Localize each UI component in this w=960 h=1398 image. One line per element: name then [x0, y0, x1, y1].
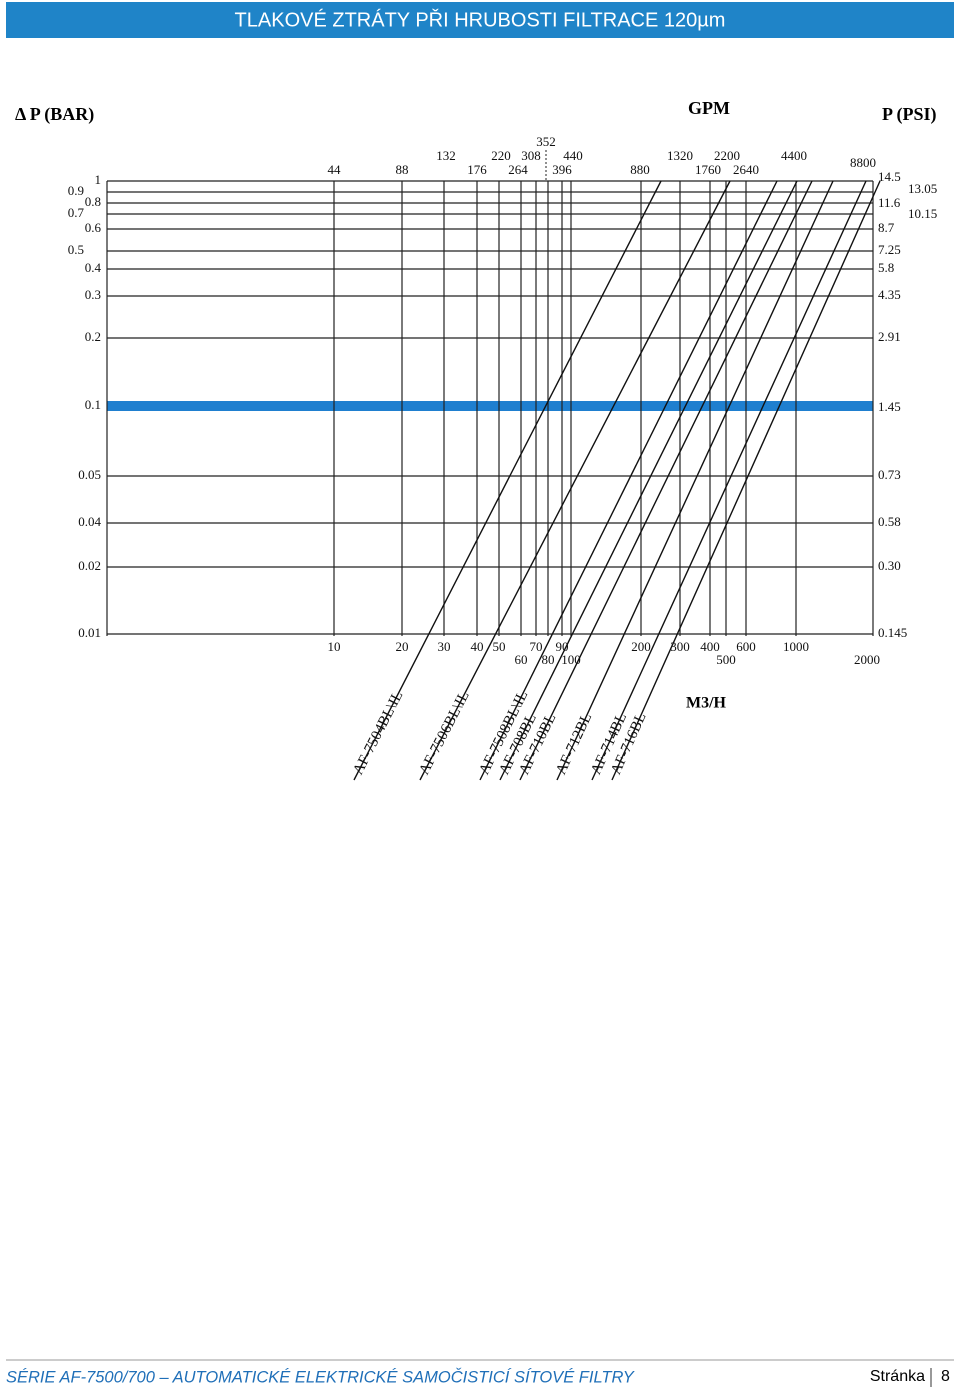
gpm-tick: 880: [630, 162, 650, 177]
m3h-tick: 300: [670, 639, 690, 654]
filter-label: AF-7506BL\IL: [416, 689, 472, 778]
bar-tick: 0.1: [85, 397, 101, 412]
bar-tick: 0.8: [85, 194, 101, 209]
gpm-tick: 4400: [781, 148, 807, 163]
psi-tick: 8.7: [878, 220, 895, 235]
m3h-tick: 20: [396, 639, 409, 654]
gpm-tick: 440: [563, 148, 583, 163]
bar-tick: 0.9: [68, 183, 84, 198]
gpm-tick: 88: [396, 162, 409, 177]
m3h-tick: 10: [328, 639, 341, 654]
m3h-tick: 200: [631, 639, 651, 654]
gpm-tick: 264: [508, 162, 528, 177]
bar-tick: 0.2: [85, 329, 101, 344]
filter-line: [519, 180, 813, 781]
bar-tick: 1: [95, 172, 102, 187]
gpm-tick: 1320: [667, 148, 693, 163]
psi-tick: 0.58: [878, 514, 901, 529]
gpm-tick: 44: [328, 162, 342, 177]
bar-tick: 0.3: [85, 287, 101, 302]
m3h-tick: 600: [736, 639, 756, 654]
bar-tick: 0.05: [78, 467, 101, 482]
filter-line: [591, 180, 867, 781]
psi-tick: 4.35: [878, 287, 901, 302]
m3h-tick: 70: [530, 639, 543, 654]
filter-line: [353, 180, 662, 781]
gpm-tick: 176: [467, 162, 487, 177]
gpm-tick: 396: [552, 162, 572, 177]
m3h-tick: 50: [493, 639, 506, 654]
psi-tick: 0.73: [878, 467, 901, 482]
m3h-tick: 60: [515, 652, 528, 667]
gpm-tick: 308: [521, 148, 541, 163]
filter-line: [556, 180, 834, 781]
header-title: TLAKOVÉ ZTRÁTY PŘI HRUBOSTI FILTRACE 120…: [235, 8, 726, 31]
page-number: 8: [941, 1368, 950, 1385]
psi-tick: 0.30: [878, 558, 901, 573]
bar-tick: 0.5: [68, 242, 84, 257]
gpm-tick: 2640: [733, 162, 759, 177]
psi-tick: 1.45: [878, 399, 901, 414]
psi-tick: 2.91: [878, 329, 901, 344]
filter-line: [611, 180, 881, 781]
psi-tick: 5.8: [878, 260, 894, 275]
psi-tick: 13.05: [908, 181, 937, 196]
m3h-tick: 80: [542, 652, 555, 667]
psi-axis-label: P (PSI): [882, 104, 937, 125]
filter-line: [419, 180, 731, 781]
filter-label: AF-7504BL\IL: [350, 689, 406, 778]
psi-tick: 10.15: [908, 206, 937, 221]
gpm-tick: 352: [536, 134, 556, 149]
filter-line: [479, 180, 778, 781]
m3h-tick: 40: [471, 639, 484, 654]
header-bar: [6, 2, 954, 38]
gpm-tick: 132: [436, 148, 456, 163]
gpm-label: GPM: [688, 98, 730, 118]
m3h-tick: 30: [438, 639, 451, 654]
bar-tick: 0.02: [78, 558, 101, 573]
chart: 1 0.90.80.70.60.50.4 0.3 0.2 0.1 0.05 0.04 0.02…: [68, 134, 937, 781]
m3h-tick: 2000: [854, 652, 880, 667]
page-label: Stránka: [870, 1368, 925, 1385]
psi-tick: 14.5: [878, 169, 901, 184]
gpm-tick: 8800: [850, 155, 876, 170]
filter-line: [499, 180, 798, 781]
m3h-tick: 400: [700, 639, 720, 654]
bar-tick: 0.04: [78, 514, 101, 529]
gpm-tick: 220: [491, 148, 511, 163]
m3h-tick: 500: [716, 652, 736, 667]
bar-tick: 0.7: [68, 205, 85, 220]
gpm-tick: 2200: [714, 148, 740, 163]
m3h-label: M3/H: [686, 695, 727, 712]
bar-tick: 0.6: [85, 220, 102, 235]
psi-tick: 11.6: [878, 195, 901, 210]
bar-tick: 0.01: [78, 625, 101, 640]
bar-tick: 0.4: [85, 260, 102, 275]
footer-series: SÉRIE AF-7500/700 – AUTOMATICKÉ ELEKTRIC…: [6, 1367, 635, 1386]
psi-tick: 7.25: [878, 242, 901, 257]
m3h-tick: 1000: [783, 639, 809, 654]
bar-axis-label: Δ P (BAR): [15, 104, 94, 125]
psi-tick: 0.145: [878, 625, 907, 640]
gpm-tick: 1760: [695, 162, 721, 177]
m3h-tick: 100: [561, 652, 581, 667]
m3h-tick: 90: [556, 639, 569, 654]
